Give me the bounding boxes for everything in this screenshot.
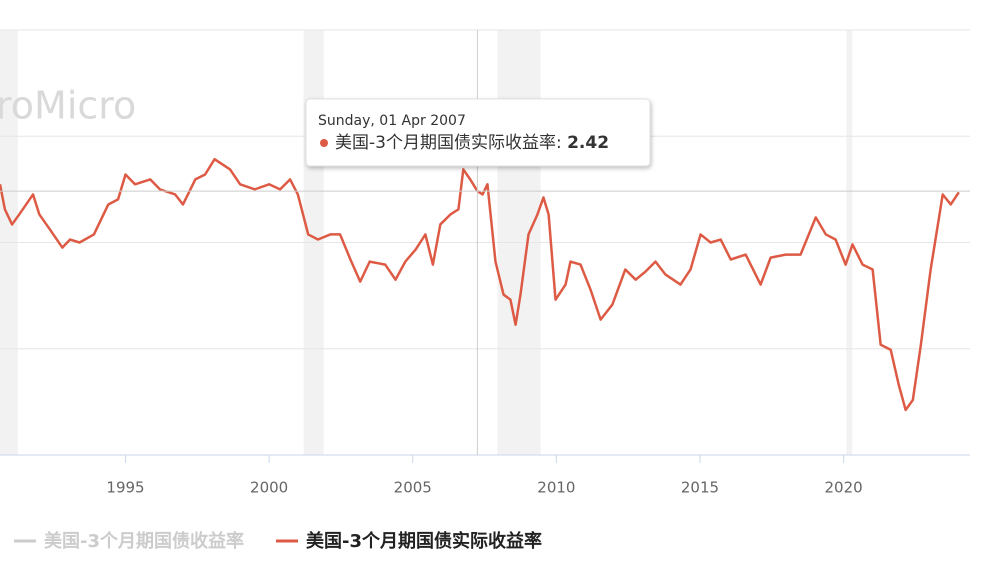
x-tick-label: 2020 (825, 479, 863, 497)
x-tick-label: 2010 (537, 479, 575, 497)
watermark: roMicro (0, 84, 136, 128)
x-tick-label: 2015 (681, 479, 719, 497)
tooltip-series: 美国-3个月期国债实际收益率 (335, 133, 556, 153)
tooltip-text: 美国-3个月期国债实际收益率: 2.42 (335, 133, 609, 153)
tooltip-sep: : (556, 133, 567, 153)
legend-item[interactable]: 美国-3个月期国债实际收益率 (276, 530, 542, 552)
x-tick-label: 1995 (106, 479, 144, 497)
x-tick-label: 1990 (0, 479, 1, 497)
tooltip-box (305, 98, 651, 167)
legend-label: 美国-3个月期国债实际收益率 (306, 530, 542, 552)
tooltip-dot (320, 139, 328, 147)
tooltip-value: 2.42 (567, 133, 609, 153)
x-tick-label: 2000 (250, 479, 288, 497)
x-tick-label: 2005 (394, 479, 432, 497)
legend-item[interactable]: 美国-3个月期国债收益率 (14, 530, 244, 552)
legend-label: 美国-3个月期国债收益率 (44, 530, 244, 552)
tooltip-date: Sunday, 01 Apr 2007 (318, 113, 466, 129)
series-line (0, 157, 960, 412)
